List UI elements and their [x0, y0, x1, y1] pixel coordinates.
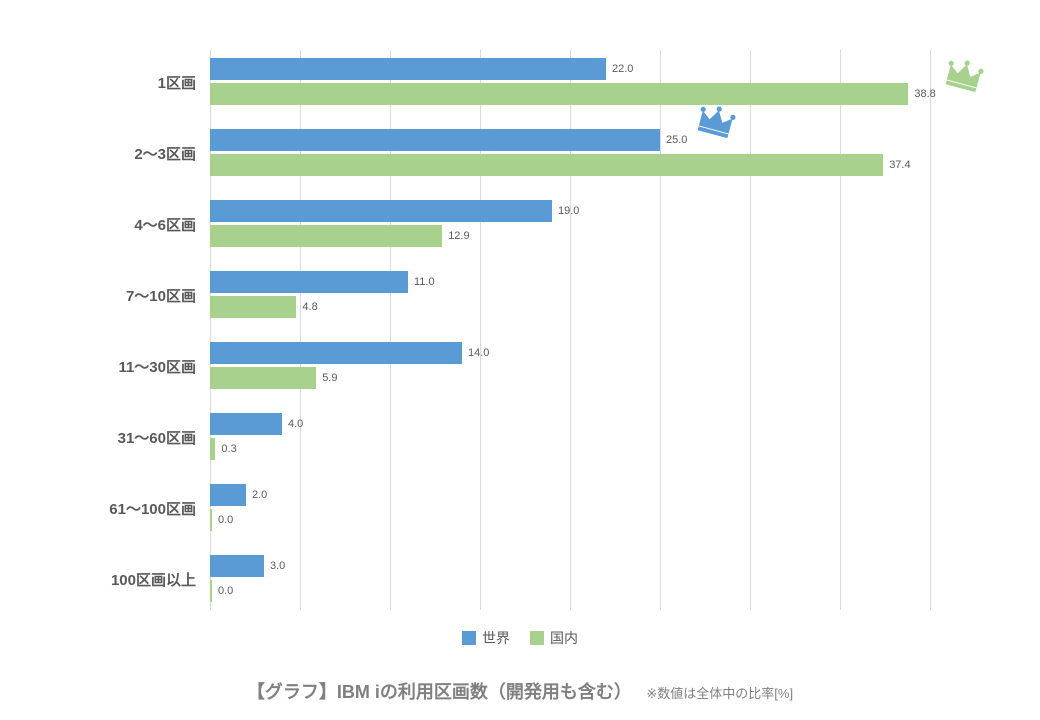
bar-value-label: 38.8 — [908, 83, 935, 105]
legend: 世界 国内 — [0, 628, 1040, 648]
bar: 2.0 — [210, 484, 246, 506]
grid-line — [930, 50, 931, 610]
chart-container: 1区画22.0 38.82～3区画 25.037.44～6区画19.012.97… — [0, 0, 1040, 720]
bar-value-label: 12.9 — [442, 225, 469, 247]
bar: 12.9 — [210, 225, 442, 247]
legend-item: 世界 — [462, 628, 510, 648]
bar-value-label: 14.0 — [462, 342, 489, 364]
bar-value-label: 0.0 — [212, 509, 233, 531]
bar: 3.0 — [210, 555, 264, 577]
category-label: 4～6区画 — [10, 214, 210, 235]
bar-value-label: 4.8 — [296, 296, 317, 318]
category-group: 11～30区画14.05.9 — [210, 342, 930, 389]
category-group: 61～100区画2.00.0 — [210, 484, 930, 531]
category-label: 100区画以上 — [10, 569, 210, 590]
bar-value-label: 3.0 — [264, 555, 285, 577]
bar: 14.0 — [210, 342, 462, 364]
legend-item: 国内 — [530, 628, 578, 648]
bar: 0.3 — [210, 438, 215, 460]
bar-value-label: 0.3 — [215, 438, 236, 460]
crown-icon — [694, 99, 738, 143]
plot-area: 1区画22.0 38.82～3区画 25.037.44～6区画19.012.97… — [210, 50, 930, 610]
bar: 19.0 — [210, 200, 552, 222]
bar-value-label: 4.0 — [282, 413, 303, 435]
category-group: 1区画22.0 38.8 — [210, 58, 930, 105]
category-group: 31～60区画4.00.3 — [210, 413, 930, 460]
caption-note: ※数値は全体中の比率[%] — [646, 686, 793, 701]
bar: 0.0 — [210, 509, 212, 531]
bar-value-label: 11.0 — [408, 271, 435, 293]
caption: 【グラフ】IBM iの利用区画数（開発用も含む） ※数値は全体中の比率[%] — [0, 678, 1040, 704]
category-group: 7～10区画11.04.8 — [210, 271, 930, 318]
category-group: 2～3区画 25.037.4 — [210, 129, 930, 176]
legend-swatch — [462, 631, 476, 645]
category-label: 61～100区画 — [10, 498, 210, 519]
category-label: 11～30区画 — [10, 356, 210, 377]
bar: 5.9 — [210, 367, 316, 389]
bar-value-label: 25.0 — [660, 129, 687, 151]
legend-swatch — [530, 631, 544, 645]
bar: 11.0 — [210, 271, 408, 293]
bar: 0.0 — [210, 580, 212, 602]
category-label: 2～3区画 — [10, 143, 210, 164]
category-group: 4～6区画19.012.9 — [210, 200, 930, 247]
legend-label: 国内 — [550, 628, 578, 648]
bar: 37.4 — [210, 154, 883, 176]
bar-value-label: 5.9 — [316, 367, 337, 389]
category-label: 31～60区画 — [10, 427, 210, 448]
bar-value-label: 2.0 — [246, 484, 267, 506]
bar-value-label: 37.4 — [883, 154, 910, 176]
bar-value-label: 19.0 — [552, 200, 579, 222]
bar-value-label: 0.0 — [212, 580, 233, 602]
category-label: 1区画 — [10, 72, 210, 93]
crown-icon — [942, 53, 986, 97]
legend-label: 世界 — [482, 628, 510, 648]
bar: 22.0 — [210, 58, 606, 80]
bar-value-label: 22.0 — [606, 58, 633, 80]
bar: 38.8 — [210, 83, 908, 105]
category-group: 100区画以上3.00.0 — [210, 555, 930, 602]
bar: 4.8 — [210, 296, 296, 318]
bar: 25.0 — [210, 129, 660, 151]
category-label: 7～10区画 — [10, 285, 210, 306]
caption-main: 【グラフ】IBM iの利用区画数（開発用も含む） — [247, 682, 632, 702]
bar: 4.0 — [210, 413, 282, 435]
